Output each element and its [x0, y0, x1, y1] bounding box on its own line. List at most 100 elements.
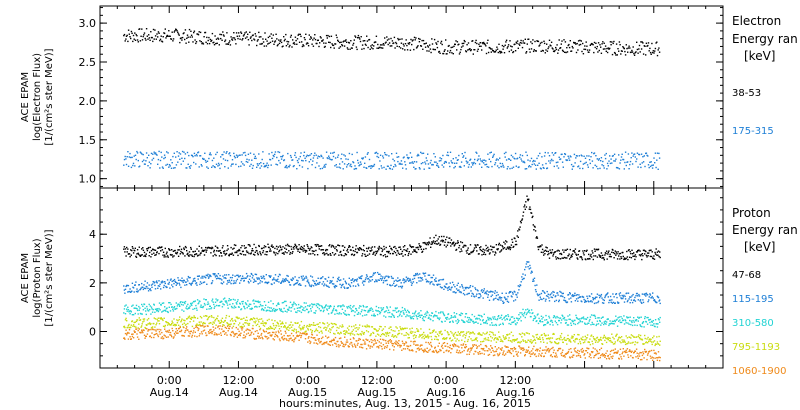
data-point: [132, 324, 135, 326]
data-point: [238, 317, 240, 319]
data-point: [243, 254, 245, 256]
data-point: [453, 167, 455, 169]
data-point: [477, 244, 479, 246]
data-point: [638, 293, 640, 296]
data-point: [244, 322, 246, 324]
data-point: [519, 154, 522, 156]
data-point: [282, 252, 285, 254]
data-point: [506, 318, 509, 321]
data-point: [171, 306, 173, 308]
data-point: [364, 280, 366, 283]
data-point: [186, 308, 188, 310]
data-point: [183, 279, 185, 282]
data-point: [342, 245, 344, 247]
data-point: [345, 158, 347, 160]
data-point: [517, 47, 519, 49]
data-point: [302, 328, 304, 330]
data-point: [181, 150, 184, 153]
data-point: [380, 275, 382, 277]
data-point: [249, 31, 251, 33]
data-point: [476, 50, 479, 52]
data-point: [222, 281, 225, 283]
data-point: [253, 243, 255, 246]
data-point: [645, 321, 648, 323]
data-point: [316, 162, 318, 164]
data-point: [273, 155, 275, 158]
data-point: [411, 40, 414, 42]
data-point: [131, 246, 134, 248]
data-point: [247, 300, 249, 302]
data-point: [292, 278, 295, 280]
data-point: [636, 41, 638, 43]
data-point: [654, 47, 657, 50]
data-point: [401, 285, 404, 287]
data-point: [335, 246, 337, 248]
data-point: [334, 284, 337, 287]
data-point: [367, 152, 369, 154]
data-point: [384, 276, 386, 278]
data-point: [577, 322, 579, 325]
data-point: [235, 32, 238, 34]
data-point: [230, 305, 233, 308]
data-point: [597, 317, 599, 319]
data-point: [492, 155, 495, 157]
data-point: [540, 315, 543, 317]
data-point: [620, 256, 622, 258]
data-point: [292, 277, 294, 279]
data-point: [180, 280, 183, 282]
data-point: [399, 313, 401, 315]
data-point: [520, 281, 522, 283]
data-point: [240, 308, 243, 310]
data-point: [262, 324, 265, 326]
data-point: [532, 160, 534, 163]
data-point: [257, 39, 259, 41]
data-point: [283, 326, 285, 328]
data-point: [296, 159, 299, 162]
data-point: [575, 294, 577, 297]
data-point: [391, 168, 394, 170]
data-point: [368, 158, 371, 161]
data-point: [564, 300, 567, 302]
data-point: [507, 45, 509, 48]
data-point: [434, 315, 436, 317]
data-point: [478, 45, 481, 47]
data-point: [175, 156, 177, 158]
data-point: [417, 153, 419, 156]
data-point: [488, 253, 491, 255]
data-point: [267, 36, 270, 39]
data-point: [475, 288, 477, 291]
data-point: [578, 321, 580, 324]
data-point: [256, 250, 258, 252]
data-point: [229, 154, 232, 157]
data-point: [656, 54, 659, 57]
data-point: [584, 250, 586, 252]
data-point: [499, 296, 501, 298]
data-point: [613, 257, 615, 259]
data-point: [507, 166, 509, 168]
data-point: [600, 52, 603, 54]
data-point: [545, 314, 547, 317]
data-point: [276, 321, 278, 324]
data-point: [134, 312, 136, 315]
data-point: [400, 282, 402, 284]
data-point: [254, 300, 256, 302]
data-point: [609, 299, 611, 301]
data-point: [167, 35, 169, 37]
data-point: [244, 154, 247, 157]
data-point: [150, 284, 153, 286]
data-point: [135, 255, 137, 258]
data-point: [394, 252, 397, 254]
data-point: [131, 156, 133, 159]
data-point: [592, 297, 594, 299]
data-point: [550, 41, 553, 43]
data-point: [569, 40, 571, 42]
data-point: [609, 41, 612, 43]
data-point: [619, 252, 622, 255]
data-point: [177, 31, 179, 34]
data-point: [309, 304, 311, 306]
data-point: [308, 161, 310, 163]
data-point: [132, 34, 135, 37]
data-point: [591, 321, 593, 324]
data-point: [182, 304, 184, 306]
data-point: [154, 29, 156, 31]
